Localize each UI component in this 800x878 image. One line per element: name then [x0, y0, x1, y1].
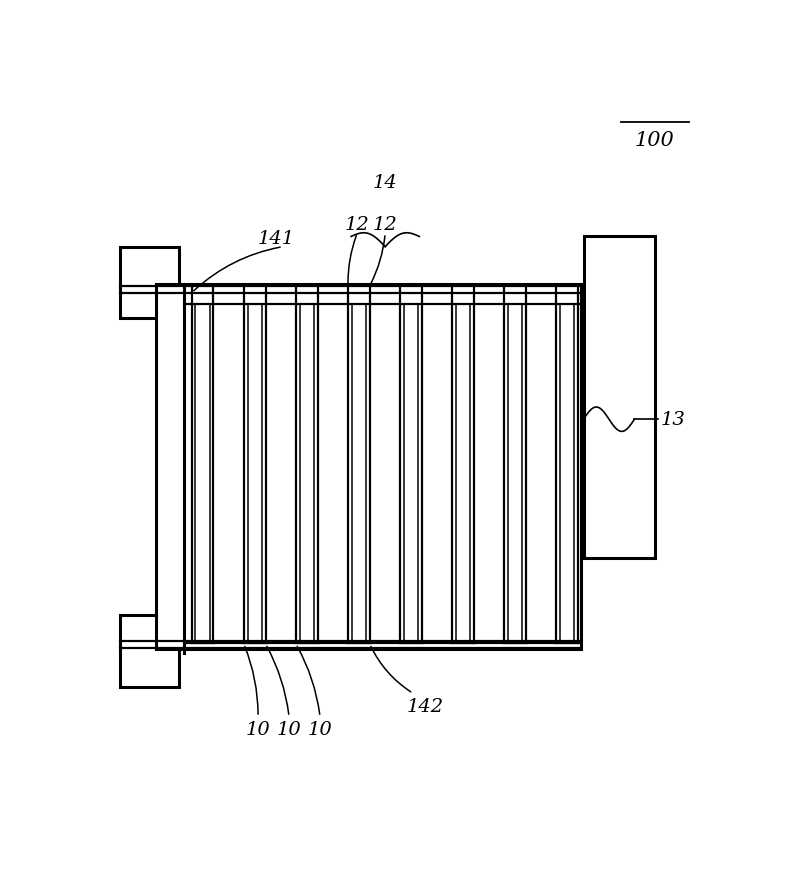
Text: 13: 13: [661, 411, 686, 428]
Text: 100: 100: [635, 131, 674, 150]
Text: 10: 10: [308, 721, 333, 738]
Text: 12: 12: [373, 216, 398, 234]
Bar: [584, 237, 655, 558]
Text: 141: 141: [258, 229, 295, 248]
Text: 12: 12: [345, 216, 370, 234]
Bar: [120, 615, 178, 687]
Text: 14: 14: [373, 174, 398, 192]
Text: 10: 10: [246, 721, 270, 738]
Text: 10: 10: [277, 721, 302, 738]
Bar: [156, 284, 581, 650]
Text: 142: 142: [407, 697, 444, 715]
Bar: [120, 248, 178, 319]
